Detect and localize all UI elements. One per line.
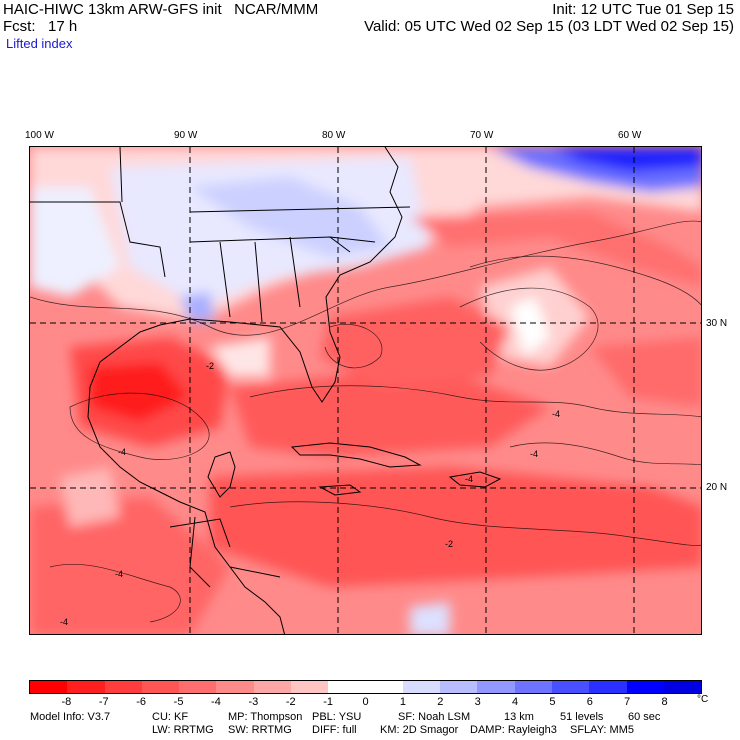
lon-label-70w: 70 W (470, 130, 494, 141)
lat-label-30n: 30 N (706, 318, 728, 329)
field-name: Lifted index (6, 36, 73, 51)
model-info-item: 60 sec (628, 711, 661, 723)
model-info-item: Model Info: V3.7 (30, 711, 111, 723)
colorbar-unit: °C (697, 694, 709, 705)
model-info-item: PBL: YSU (312, 711, 362, 723)
colorbar-tick-label: -6 (136, 696, 147, 708)
lat-lon-grid (30, 147, 701, 634)
contour-label: -2 (206, 361, 214, 371)
colorbar-tick-label: 7 (624, 696, 631, 708)
contour-label: -4 (118, 447, 126, 457)
colorbar-swatch (104, 681, 142, 693)
colorbar-swatch (477, 681, 515, 693)
colorbar-tick-label: -2 (285, 696, 296, 708)
model-info-item: DAMP: Rayleigh3 (470, 724, 557, 736)
lat-label-20n: 20 N (706, 482, 728, 493)
colorbar-swatch (253, 681, 291, 693)
colorbar-swatch (365, 681, 403, 693)
colorbar-tick-label: 3 (474, 696, 481, 708)
colorbar-tick-label: 6 (586, 696, 593, 708)
contour-label: -2 (445, 539, 453, 549)
lon-label-60w: 60 W (618, 130, 642, 141)
contour-labels: -2 -4 -4 -4 -4 -4 -2 -4 (60, 361, 560, 627)
model-info-item: CU: KF (152, 711, 189, 723)
lon-label-90w: 90 W (174, 130, 198, 141)
model-info-item: SFLAY: MM5 (570, 724, 634, 736)
init-time: Init: 12 UTC Tue 01 Sep 15 (552, 1, 734, 18)
colorbar-tick-label: 4 (511, 696, 519, 708)
model-info-item: KM: 2D Smagor (380, 724, 459, 736)
colorbar-swatch (179, 681, 217, 693)
model-info-item: MP: Thompson (228, 711, 303, 723)
forecast-hour: Fcst: 17 h (3, 18, 78, 35)
model-info-item: SW: RRTMG (228, 724, 292, 736)
colorbar-swatch (30, 681, 68, 693)
colorbar-swatch (551, 681, 590, 693)
lon-label-100w: 100 W (25, 130, 54, 141)
colorbar-tick-label: 5 (549, 696, 556, 708)
colorbar-swatch (216, 681, 254, 693)
colorbar-tick-label: -7 (98, 696, 109, 708)
map-canvas: -2 -4 -4 -4 -4 -4 -2 -4 (30, 147, 701, 634)
model-title: HAIC-HIWC 13km ARW-GFS init NCAR/MMM (3, 1, 319, 18)
colorbar-swatch (67, 681, 105, 693)
model-info-item: LW: RRTMG (152, 724, 214, 736)
colorbar-tick-label: 8 (661, 696, 668, 708)
contour-label: -4 (60, 617, 68, 627)
contour-lines (30, 220, 701, 623)
lifted-index-map: -2 -4 -4 -4 -4 -4 -2 -4 (29, 146, 702, 635)
colorbar-swatch (402, 681, 441, 693)
colorbar-tick-label: -1 (323, 696, 333, 708)
model-info-item: 13 km (504, 711, 534, 723)
colorbar-swatch (290, 681, 329, 693)
colorbar-swatch (328, 681, 366, 693)
colorbar-tick-label: -3 (248, 696, 259, 708)
model-info-line-1: Model Info: V3.7 CU: KF MP: Thompson PBL: Y… (30, 711, 710, 723)
colorbar-tick-label: -5 (173, 696, 184, 708)
model-info-item: DIFF: full (312, 724, 357, 736)
contour-label: -4 (465, 474, 473, 484)
valid-time: Valid: 05 UTC Wed 02 Sep 15 (03 LDT Wed … (364, 18, 734, 35)
coastlines (30, 147, 502, 634)
colorbar-tick-label: 2 (437, 696, 444, 708)
lon-label-80w: 80 W (322, 130, 346, 141)
model-info-item: SF: Noah LSM (398, 711, 471, 723)
colorbar-swatch (589, 681, 627, 693)
colorbar-swatch (440, 681, 478, 693)
contour-label: -4 (115, 569, 123, 579)
colorbar-swatch (663, 681, 702, 693)
colorbar-tick-label: -4 (211, 696, 221, 708)
model-info-line-2: LW: RRTMG SW: RRTMG DIFF: full KM: 2D Smago… (30, 724, 710, 736)
colorbar-swatch (514, 681, 552, 693)
colorbar-tick-label: 0 (362, 696, 369, 708)
colorbar-tick-label: -8 (61, 696, 72, 708)
model-info-item: 51 levels (560, 711, 604, 723)
contour-label: -4 (530, 449, 538, 459)
colorbar-swatch (626, 681, 664, 693)
colorbar (29, 680, 702, 694)
colorbar-swatch (141, 681, 180, 693)
contour-label: -4 (552, 409, 560, 419)
colorbar-tick-label: 1 (399, 696, 406, 708)
